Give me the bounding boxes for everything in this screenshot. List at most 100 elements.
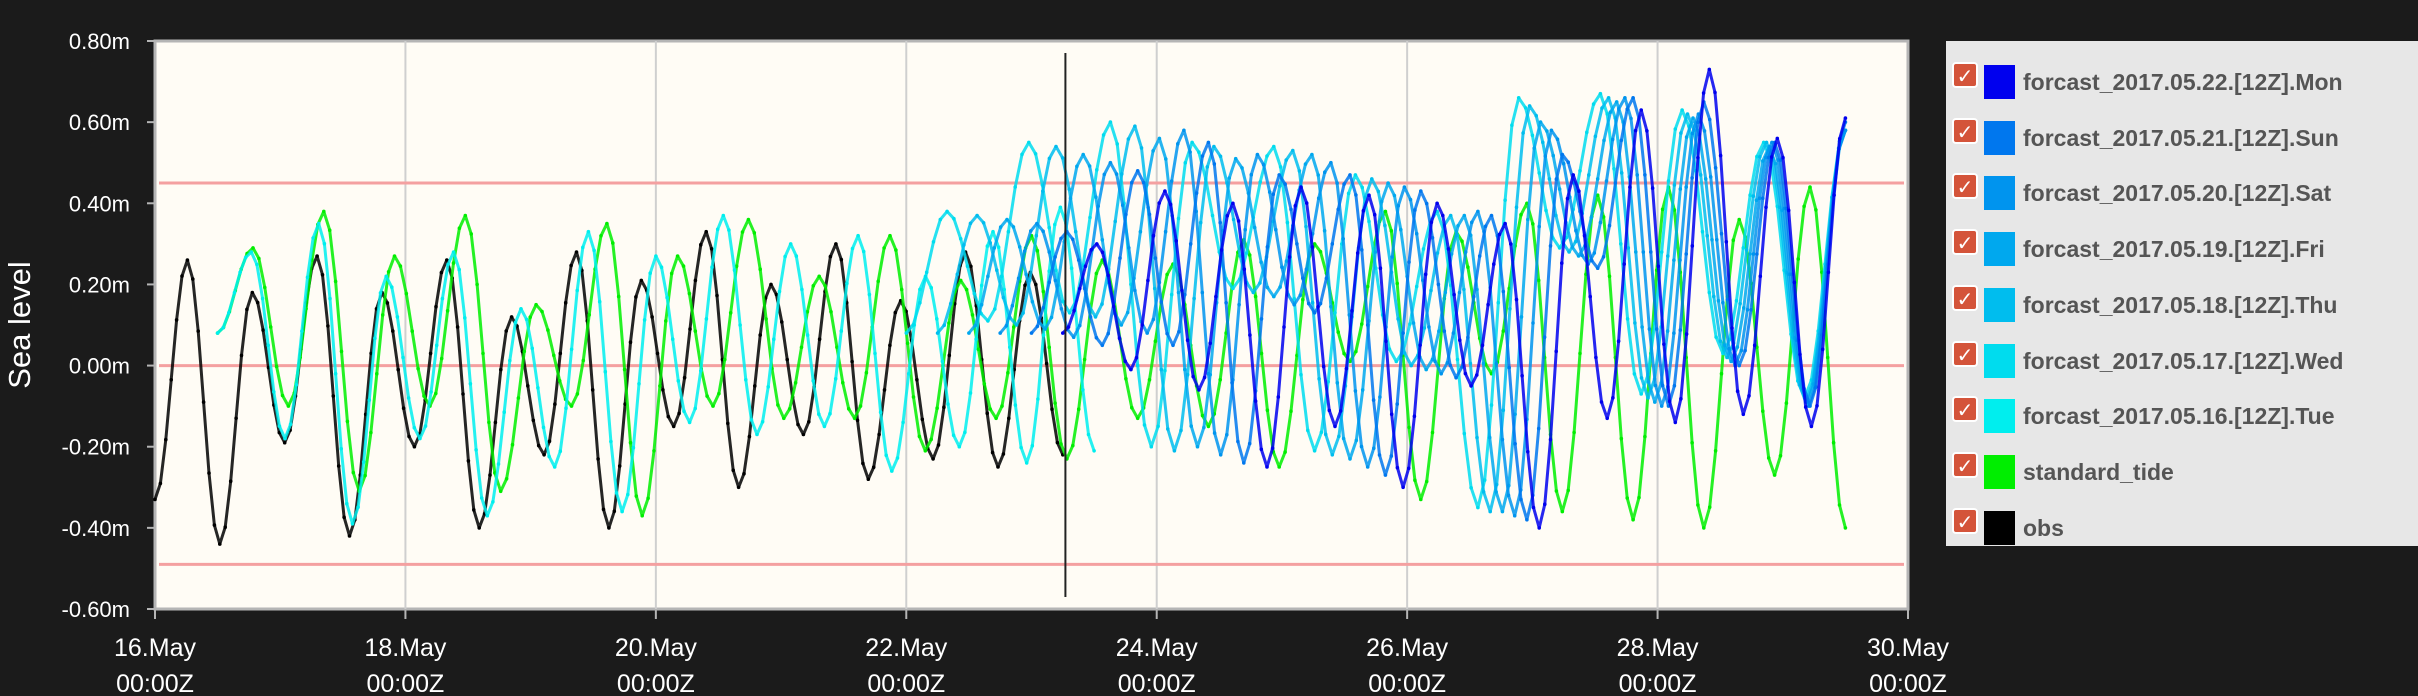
legend-checkbox[interactable]: ✓ [1952, 229, 1978, 256]
series-point [742, 471, 746, 476]
series-point [499, 367, 503, 372]
series-point [477, 526, 482, 530]
series-point [626, 492, 630, 497]
series-point [999, 274, 1004, 279]
series-point [1130, 405, 1134, 410]
legend-item[interactable]: ✓ forcast_2017.05.17.[12Z].Wed [1946, 334, 2418, 384]
series-point [1330, 242, 1335, 246]
series-point [207, 471, 211, 475]
series-point [1190, 140, 1194, 145]
legend-item[interactable]: ✓ forcast_2017.05.21.[12Z].Sun [1946, 111, 2418, 161]
series-point [1188, 242, 1193, 246]
series-point [1399, 227, 1403, 232]
series-point [614, 491, 619, 495]
legend-checkbox[interactable]: ✓ [1952, 284, 1978, 311]
series-point [711, 404, 715, 408]
series-point [1526, 217, 1530, 222]
series-point [998, 331, 1002, 335]
series-point [1123, 359, 1127, 364]
series-point [569, 263, 573, 268]
series-point [333, 279, 338, 284]
series-point [1755, 154, 1759, 159]
series-point [911, 323, 915, 327]
legend-item[interactable]: ✓ standard_tide [1946, 445, 2418, 495]
series-point [1616, 339, 1621, 344]
series-point [1159, 367, 1164, 372]
series-point [1101, 133, 1106, 137]
series-point [1066, 325, 1071, 329]
legend-checkbox[interactable]: ✓ [1952, 117, 1978, 144]
series-point [1242, 461, 1246, 465]
series-point [1072, 309, 1076, 313]
legend-item[interactable]: ✓ forcast_2017.05.18.[12Z].Thu [1946, 278, 2418, 328]
series-point [1751, 252, 1756, 256]
series-point [1265, 245, 1270, 249]
series-point [1414, 231, 1419, 236]
series-point [1401, 331, 1405, 335]
series-point [440, 296, 445, 301]
legend-checkbox[interactable]: ✓ [1952, 507, 1978, 534]
legend-checkbox[interactable]: ✓ [1952, 451, 1978, 478]
series-point [261, 328, 265, 332]
series-point [1554, 489, 1559, 493]
series-point [1430, 430, 1435, 435]
series-point [1573, 239, 1578, 244]
legend-item[interactable]: ✓ forcast_2017.05.16.[12Z].Tue [1946, 389, 2418, 439]
series-point [1757, 196, 1762, 200]
series-point [1497, 232, 1502, 237]
series-point [569, 347, 574, 352]
series-point [1701, 91, 1706, 95]
series-point [1707, 117, 1712, 122]
series-point [1002, 287, 1006, 292]
series-point [255, 300, 260, 305]
series-point [805, 333, 810, 337]
series-point [1545, 129, 1549, 133]
legend-label: obs [2023, 514, 2064, 541]
legend-item[interactable]: ✓ forcast_2017.05.20.[12Z].Sat [1946, 166, 2418, 216]
series-point [1696, 503, 1700, 507]
legend-item[interactable]: ✓ forcast_2017.05.22.[12Z].Mon [1946, 55, 2418, 105]
series-point [412, 444, 417, 449]
series-point [1274, 227, 1278, 232]
series-point [1595, 177, 1600, 181]
x-tick-date: 18.May [364, 634, 446, 662]
series-point [1421, 247, 1426, 251]
series-point [793, 381, 798, 385]
series-point [1326, 380, 1330, 384]
series-point [1607, 274, 1612, 279]
series-point [1157, 136, 1162, 141]
legend-checkbox[interactable]: ✓ [1952, 173, 1978, 200]
legend-checkbox[interactable]: ✓ [1952, 62, 1978, 88]
series-point [1336, 207, 1340, 212]
series-point [1145, 331, 1149, 335]
series-point [1752, 343, 1757, 348]
series-point [328, 296, 332, 301]
legend-item[interactable]: ✓ forcast_2017.05.19.[12Z].Fri [1946, 222, 2418, 272]
series-point [1333, 424, 1337, 429]
series-point [1494, 490, 1498, 494]
series-point [1387, 347, 1392, 351]
legend-checkbox[interactable]: ✓ [1952, 396, 1978, 423]
series-point [1656, 264, 1661, 269]
series-point [884, 453, 888, 458]
series-point [599, 234, 603, 238]
series-point [1360, 185, 1364, 190]
legend-checkbox[interactable]: ✓ [1952, 340, 1978, 367]
series-point [1014, 323, 1019, 327]
series-point [1764, 155, 1768, 160]
series-point [1034, 233, 1039, 238]
series-point [336, 464, 341, 468]
series-point [1542, 335, 1547, 340]
series-point [487, 420, 491, 425]
series-point [1329, 304, 1333, 309]
legend-item[interactable]: ✓ obs [1946, 501, 2418, 551]
series-point [1659, 404, 1664, 408]
series-point [920, 417, 925, 422]
series-point [1082, 286, 1087, 291]
series-point [1452, 292, 1456, 297]
series-point [852, 416, 857, 421]
series-point [805, 310, 810, 314]
series-point [1509, 242, 1513, 246]
series-point [1306, 428, 1310, 433]
series-point [1690, 244, 1695, 248]
